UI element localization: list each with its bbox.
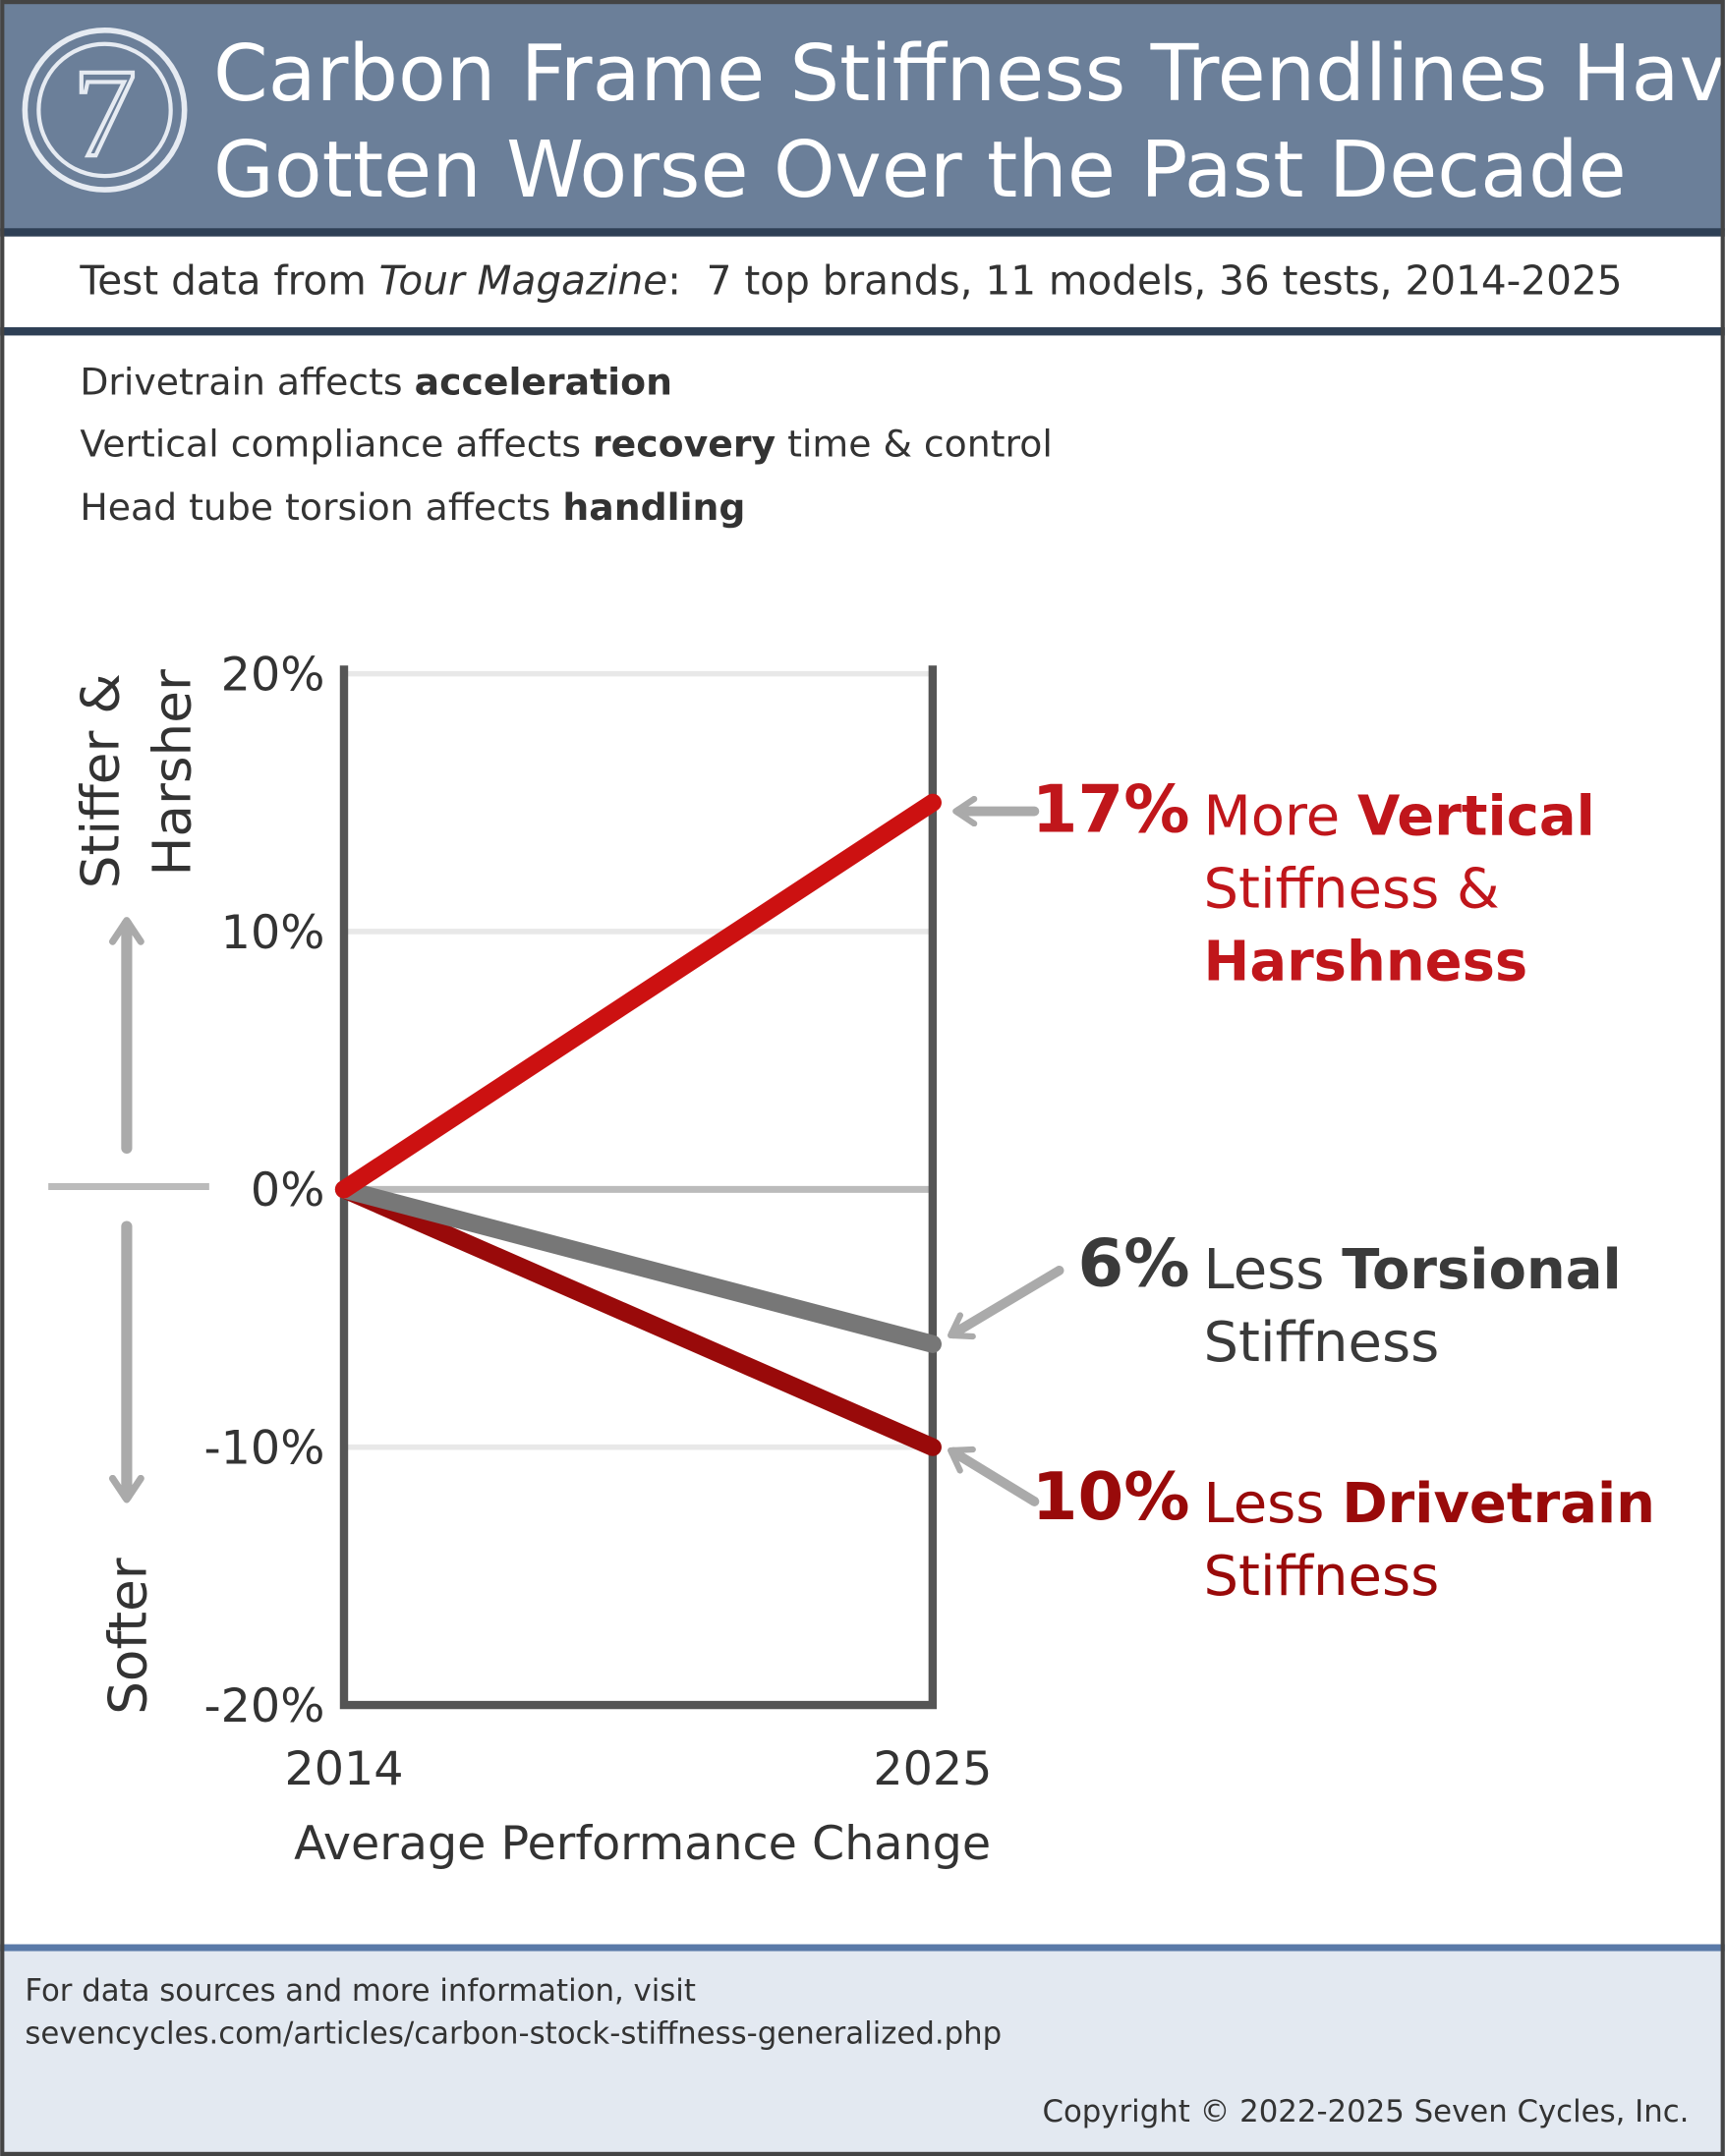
series-line [334, 1180, 942, 1353]
annotation-bold: Vertical [1357, 784, 1595, 848]
note-text: Vertical compliance affects [80, 423, 581, 466]
annotation-text: More [1204, 784, 1341, 848]
copyright: Copyright © 2022-2025 Seven Cycles, Inc. [1043, 2094, 1690, 2129]
annotation-text: Less [1204, 1238, 1325, 1302]
subtitle-text: : 7 top brands, 11 models, 36 tests, 201… [667, 256, 1622, 304]
header-band [0, 0, 1725, 232]
y-label-top: Harsher [142, 669, 202, 876]
logo-ring [36, 41, 173, 179]
subtitle: Test data from Tour Magazine: 7 top bran… [79, 256, 1622, 304]
note: Drivetrain affects acceleration [80, 361, 672, 404]
header-rule [0, 228, 1725, 237]
series-line [334, 793, 942, 1199]
x-tick-label: 2025 [873, 1742, 992, 1796]
annotation-arrow [948, 1446, 1040, 1506]
annotation-bold: Harshness [1204, 931, 1528, 994]
y-tick-label: 0% [251, 1163, 324, 1218]
footer-text: For data sources and more information, v… [25, 1973, 696, 2009]
subtitle-rule [0, 327, 1725, 336]
y-label-top: Stiffer & [71, 673, 132, 888]
note: Head tube torsion affects handling [80, 485, 745, 529]
subtitle-text: Test data from [79, 256, 366, 304]
logo: 7 [73, 42, 136, 183]
annotation-bold: Torsional [1342, 1238, 1621, 1302]
subtitle-source: Tour Magazine [379, 256, 668, 304]
x-tick-label: 2014 [284, 1742, 403, 1796]
y-tick-label: 10% [221, 906, 325, 960]
annotation-pct: 6% [1078, 1224, 1190, 1301]
note-bold: recovery [593, 423, 776, 466]
annotation-pct: 17% [1032, 771, 1190, 848]
annotation-text: Stiffness [1204, 1545, 1440, 1609]
annotation: More Vertical [1204, 784, 1595, 848]
footer-band [0, 1950, 1725, 2156]
y-label-bottom: Softer [97, 1558, 158, 1715]
annotation-text: Less [1204, 1472, 1325, 1536]
title-line: Gotten Worse Over the Past Decade [213, 124, 1627, 215]
x-axis-title: Average Performance Change [294, 1817, 991, 1871]
plot: -20% -10% 0% 10% 20% 2014 2025 [204, 648, 993, 1796]
footer-rule [0, 1944, 1725, 1952]
annotation: Less Drivetrain [1204, 1472, 1655, 1536]
logo-ring [22, 27, 188, 193]
note-text: Drivetrain affects [80, 361, 402, 404]
series-line [334, 1180, 942, 1456]
title-line: Carbon Frame Stiffness Trendlines Have [213, 28, 1725, 119]
note-text: time & control [787, 423, 1053, 466]
annotation-bold: Drivetrain [1342, 1472, 1655, 1536]
y-tick-label: -20% [204, 1679, 325, 1733]
note-bold: handling [562, 485, 745, 529]
note-text: Head tube torsion affects [80, 485, 550, 529]
note: Vertical compliance affects recovery tim… [80, 423, 1053, 466]
annotation-arrow [948, 1265, 1064, 1340]
note-bold: acceleration [415, 361, 672, 404]
y-tick-label: -10% [204, 1421, 325, 1475]
annotation-pct: 10% [1032, 1458, 1190, 1535]
annotation-text: Stiffness [1204, 1311, 1440, 1375]
footer-text: sevencycles.com/articles/carbon-stock-st… [25, 2015, 1002, 2051]
annotation: Less Torsional [1204, 1238, 1622, 1302]
y-tick-label: 20% [221, 648, 325, 702]
annotation-text: Stiffness & [1204, 857, 1500, 921]
